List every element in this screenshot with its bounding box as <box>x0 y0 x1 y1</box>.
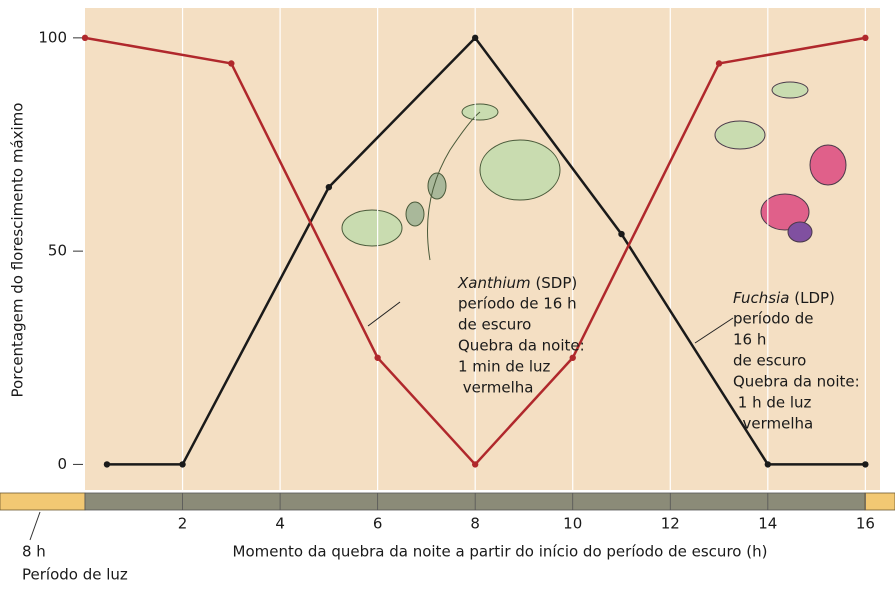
point <box>81 34 89 42</box>
point <box>228 60 235 67</box>
x-tick-label: 4 <box>275 515 285 533</box>
annotation-line: 1 h de luz <box>733 394 812 412</box>
x-tick-label: 6 <box>373 515 383 533</box>
x-tick-label: 8 <box>470 515 480 533</box>
x-tick-label: 14 <box>758 515 777 533</box>
point <box>618 230 625 238</box>
annotation-pointer <box>694 317 734 344</box>
point <box>715 60 723 67</box>
point <box>103 461 111 468</box>
y-tick-label: 0 <box>57 455 67 473</box>
annotation-line: de escuro <box>458 316 531 334</box>
x-axis-label: Momento da quebra da noite a partir do i… <box>233 543 768 561</box>
plot-background <box>85 8 880 490</box>
series-label: Fuchsia (LDP) <box>733 289 835 307</box>
annotation-line: vermelha <box>458 379 533 397</box>
annotation-line: 16 h <box>733 331 766 349</box>
annotation-line: período de <box>733 310 813 328</box>
series-label: Xanthium (SDP) <box>457 274 577 292</box>
point <box>764 461 772 468</box>
point <box>471 461 479 468</box>
light-label: 8 h <box>22 543 46 561</box>
annotation-line: 1 min de luz <box>458 358 551 376</box>
point <box>374 354 381 361</box>
point <box>862 34 869 42</box>
light-bar <box>0 492 86 511</box>
point <box>325 183 333 191</box>
annotation-line: período de 16 h <box>458 295 577 313</box>
annotation-pointer <box>367 301 401 327</box>
xanthium-illustration <box>341 103 561 261</box>
y-axis-label: Porcentagem do florescimento máximo <box>9 103 27 398</box>
x-tick-label: 10 <box>563 515 582 533</box>
y-tick-label: 100 <box>38 28 67 46</box>
point <box>471 34 479 42</box>
series-tag: (SDP) <box>535 274 577 292</box>
annotation-line: de escuro <box>733 352 806 370</box>
series-name: Xanthium <box>457 274 531 292</box>
fuchsia-illustration <box>714 81 847 243</box>
annotation-line: vermelha <box>733 415 813 433</box>
annotation-line: Quebra da noite: <box>458 337 585 355</box>
x-tick-label: 16 <box>856 515 875 533</box>
point <box>862 461 869 468</box>
point <box>179 461 186 468</box>
point <box>569 354 576 361</box>
x-tick-label: 12 <box>661 515 680 533</box>
light-caption: Período de luz <box>22 566 128 584</box>
y-tick-label: 50 <box>48 242 67 260</box>
series-tag: (LDP) <box>794 289 835 307</box>
annotation-line: Quebra da noite: <box>733 373 860 391</box>
series-name: Fuchsia <box>733 289 789 307</box>
light-bar <box>864 492 895 511</box>
x-tick-label: 2 <box>178 515 188 533</box>
light-pointer <box>29 511 41 541</box>
